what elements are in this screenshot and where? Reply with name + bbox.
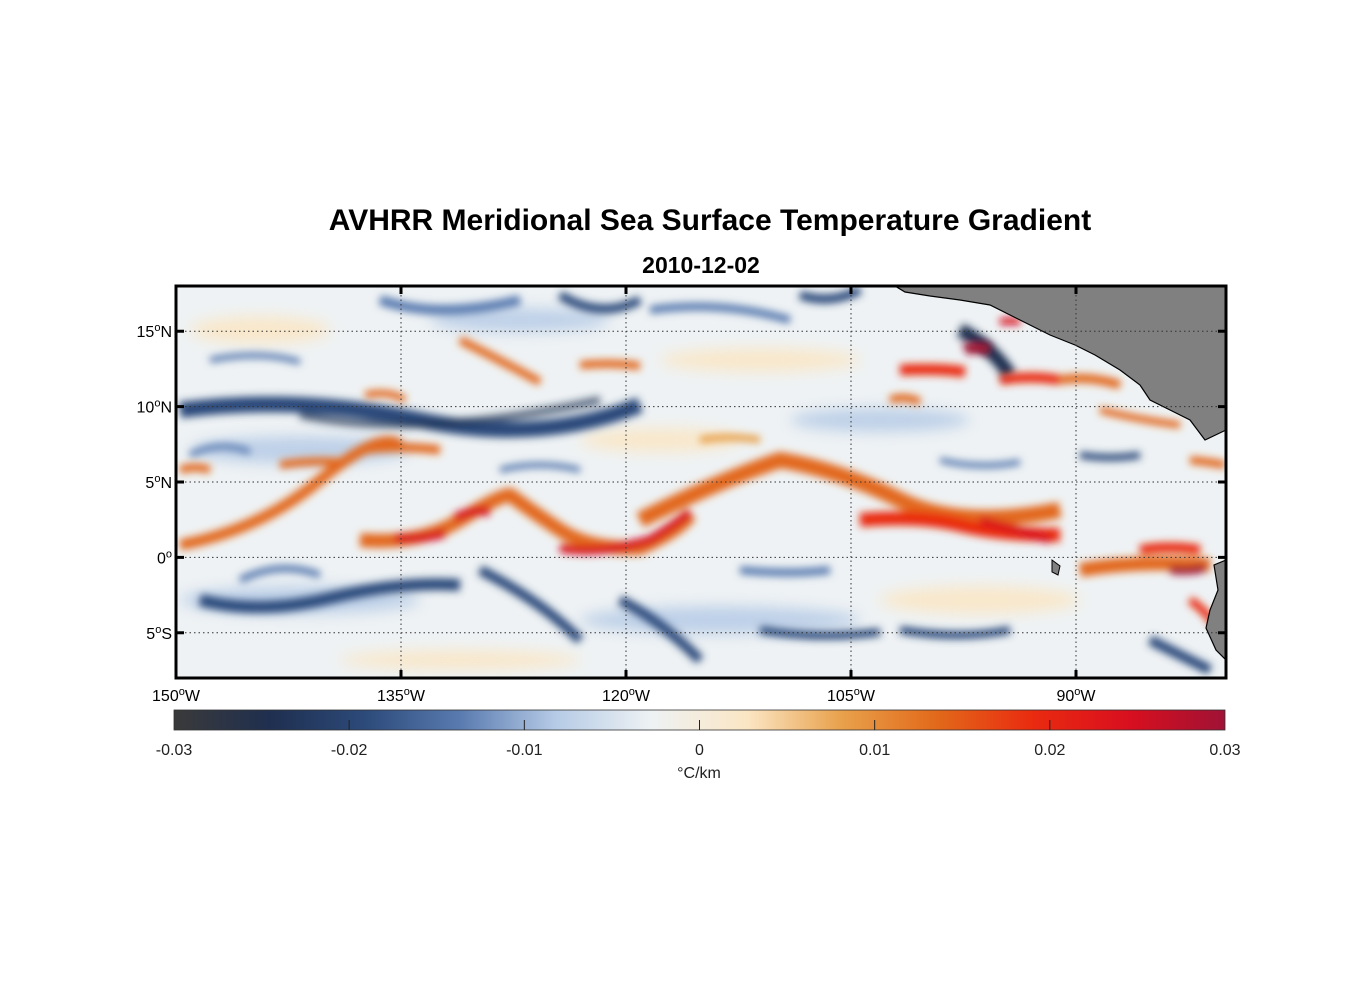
lat-tick-label: 10oN	[137, 398, 172, 417]
figure-title: AVHRR Meridional Sea Surface Temperature…	[328, 204, 1092, 237]
colorbar-tick-label: -0.01	[506, 742, 543, 759]
lat-tick-label: 15oN	[137, 322, 172, 341]
lon-tick-label: 120oW	[602, 686, 651, 705]
sst-gradient-field	[176, 286, 1226, 678]
figure-subtitle: 2010-12-02	[642, 252, 760, 278]
colorbar-tick-label: -0.03	[156, 742, 193, 759]
longitude-axis: 150oW 135oW 120oW 105oW 90oW	[152, 286, 1096, 705]
colorbar-tick-label: -0.02	[331, 742, 368, 759]
colorbar-tick-label: 0.01	[859, 742, 890, 759]
land-south-america	[1205, 559, 1226, 661]
lon-tick-label: 150oW	[152, 686, 201, 705]
lat-tick-label: 5oS	[146, 624, 172, 643]
colorbar-tick-label: 0.03	[1209, 742, 1240, 759]
lat-tick-label: 5oN	[145, 473, 172, 492]
colorbar-ticks: -0.03 -0.02 -0.01 0 0.01 0.02 0.03	[156, 720, 1241, 759]
colorbar-tick-label: 0	[695, 742, 704, 759]
colorbar-tick-label: 0.02	[1034, 742, 1065, 759]
lon-tick-label: 135oW	[377, 686, 426, 705]
latitude-axis: 15oN 10oN 5oN 0o 5oS	[137, 322, 1226, 643]
colorbar-units-label: °C/km	[677, 765, 721, 782]
land-central-america	[893, 286, 1226, 441]
lat-tick-label: 0o	[157, 548, 172, 567]
lon-tick-label: 105oW	[827, 686, 876, 705]
lon-tick-label: 90oW	[1056, 686, 1096, 705]
land-galapagos	[1051, 559, 1061, 576]
